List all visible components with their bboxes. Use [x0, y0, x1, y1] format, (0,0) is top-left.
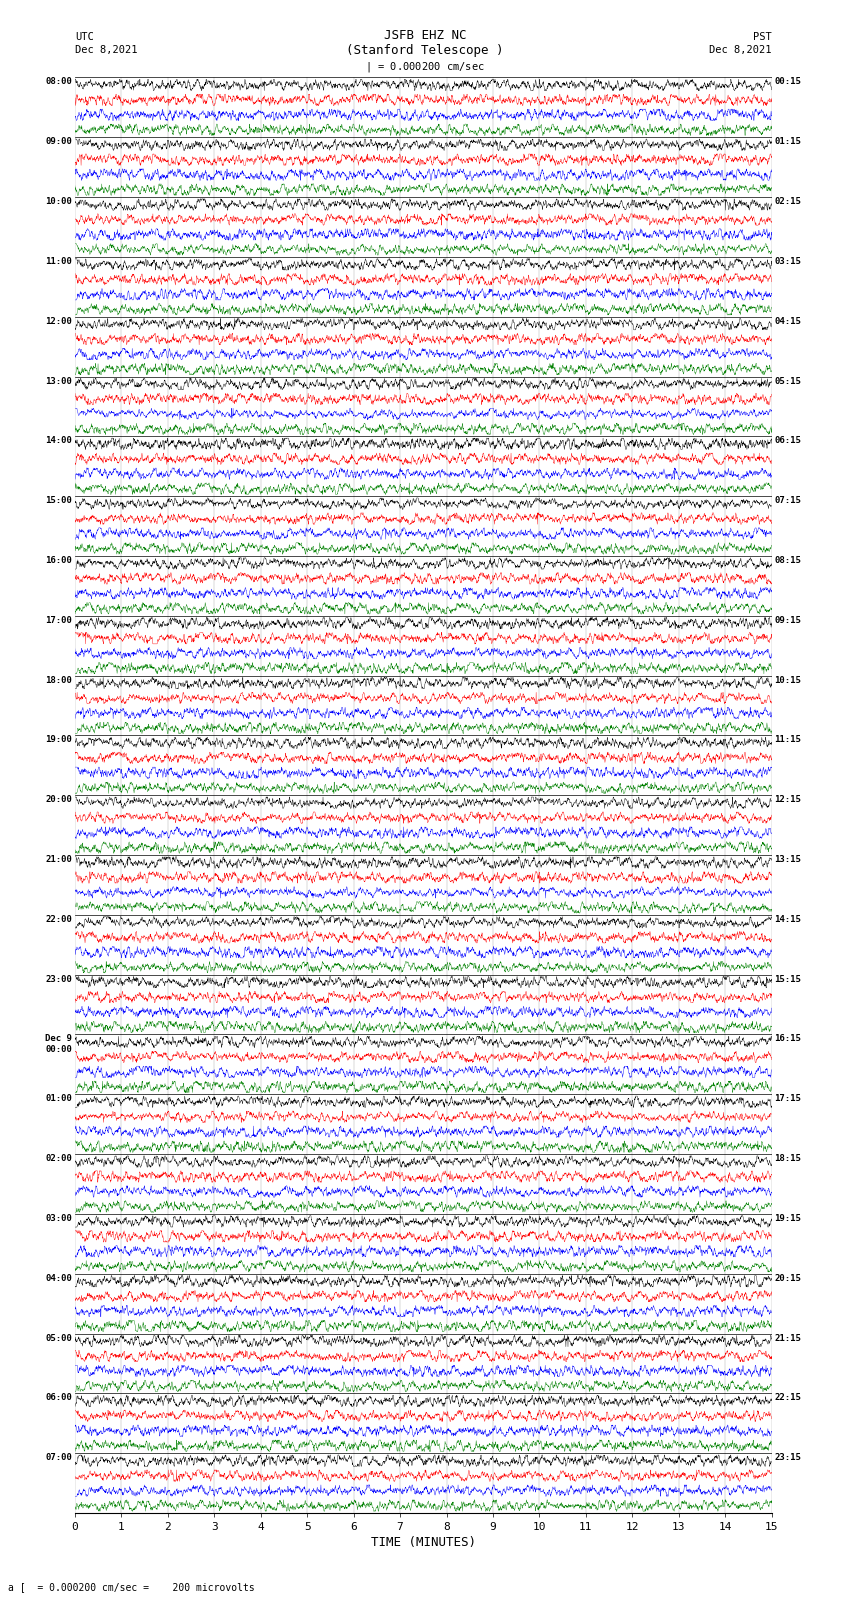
- X-axis label: TIME (MINUTES): TIME (MINUTES): [371, 1536, 476, 1548]
- Text: 04:15: 04:15: [774, 316, 802, 326]
- Text: 17:15: 17:15: [774, 1094, 802, 1103]
- Text: UTC: UTC: [75, 32, 94, 42]
- Text: 22:15: 22:15: [774, 1394, 802, 1402]
- Text: 14:00: 14:00: [45, 436, 72, 445]
- Text: 11:00: 11:00: [45, 256, 72, 266]
- Text: 20:00: 20:00: [45, 795, 72, 805]
- Text: 03:15: 03:15: [774, 256, 802, 266]
- Text: 13:15: 13:15: [774, 855, 802, 865]
- Text: a [  = 0.000200 cm/sec =    200 microvolts: a [ = 0.000200 cm/sec = 200 microvolts: [8, 1582, 255, 1592]
- Text: 12:15: 12:15: [774, 795, 802, 805]
- Text: 21:00: 21:00: [45, 855, 72, 865]
- Text: 20:15: 20:15: [774, 1274, 802, 1282]
- Text: 23:00: 23:00: [45, 974, 72, 984]
- Text: 19:00: 19:00: [45, 736, 72, 744]
- Text: 09:15: 09:15: [774, 616, 802, 624]
- Text: 03:00: 03:00: [45, 1215, 72, 1223]
- Text: 23:15: 23:15: [774, 1453, 802, 1461]
- Text: Dec 9
00:00: Dec 9 00:00: [45, 1034, 72, 1053]
- Text: 12:00: 12:00: [45, 316, 72, 326]
- Text: PST: PST: [753, 32, 772, 42]
- Text: JSFB EHZ NC: JSFB EHZ NC: [383, 29, 467, 42]
- Text: 00:15: 00:15: [774, 77, 802, 87]
- Text: 07:00: 07:00: [45, 1453, 72, 1461]
- Text: 01:00: 01:00: [45, 1094, 72, 1103]
- Text: 13:00: 13:00: [45, 376, 72, 386]
- Text: $\mathtt{|}$ = 0.000200 cm/sec: $\mathtt{|}$ = 0.000200 cm/sec: [366, 60, 484, 74]
- Text: 06:00: 06:00: [45, 1394, 72, 1402]
- Text: 22:00: 22:00: [45, 915, 72, 924]
- Text: 18:00: 18:00: [45, 676, 72, 684]
- Text: 08:15: 08:15: [774, 556, 802, 565]
- Text: Dec 8,2021: Dec 8,2021: [75, 45, 138, 55]
- Text: 15:00: 15:00: [45, 497, 72, 505]
- Text: 04:00: 04:00: [45, 1274, 72, 1282]
- Text: 17:00: 17:00: [45, 616, 72, 624]
- Text: 14:15: 14:15: [774, 915, 802, 924]
- Text: 01:15: 01:15: [774, 137, 802, 147]
- Text: 18:15: 18:15: [774, 1155, 802, 1163]
- Text: 10:00: 10:00: [45, 197, 72, 206]
- Text: 10:15: 10:15: [774, 676, 802, 684]
- Text: Dec 8,2021: Dec 8,2021: [709, 45, 772, 55]
- Text: 19:15: 19:15: [774, 1215, 802, 1223]
- Text: 16:00: 16:00: [45, 556, 72, 565]
- Text: 06:15: 06:15: [774, 436, 802, 445]
- Text: 05:00: 05:00: [45, 1334, 72, 1342]
- Text: 02:15: 02:15: [774, 197, 802, 206]
- Text: 11:15: 11:15: [774, 736, 802, 744]
- Text: 02:00: 02:00: [45, 1155, 72, 1163]
- Text: 16:15: 16:15: [774, 1034, 802, 1044]
- Text: 21:15: 21:15: [774, 1334, 802, 1342]
- Text: 08:00: 08:00: [45, 77, 72, 87]
- Text: 05:15: 05:15: [774, 376, 802, 386]
- Text: (Stanford Telescope ): (Stanford Telescope ): [346, 44, 504, 56]
- Text: 07:15: 07:15: [774, 497, 802, 505]
- Text: 15:15: 15:15: [774, 974, 802, 984]
- Text: 09:00: 09:00: [45, 137, 72, 147]
